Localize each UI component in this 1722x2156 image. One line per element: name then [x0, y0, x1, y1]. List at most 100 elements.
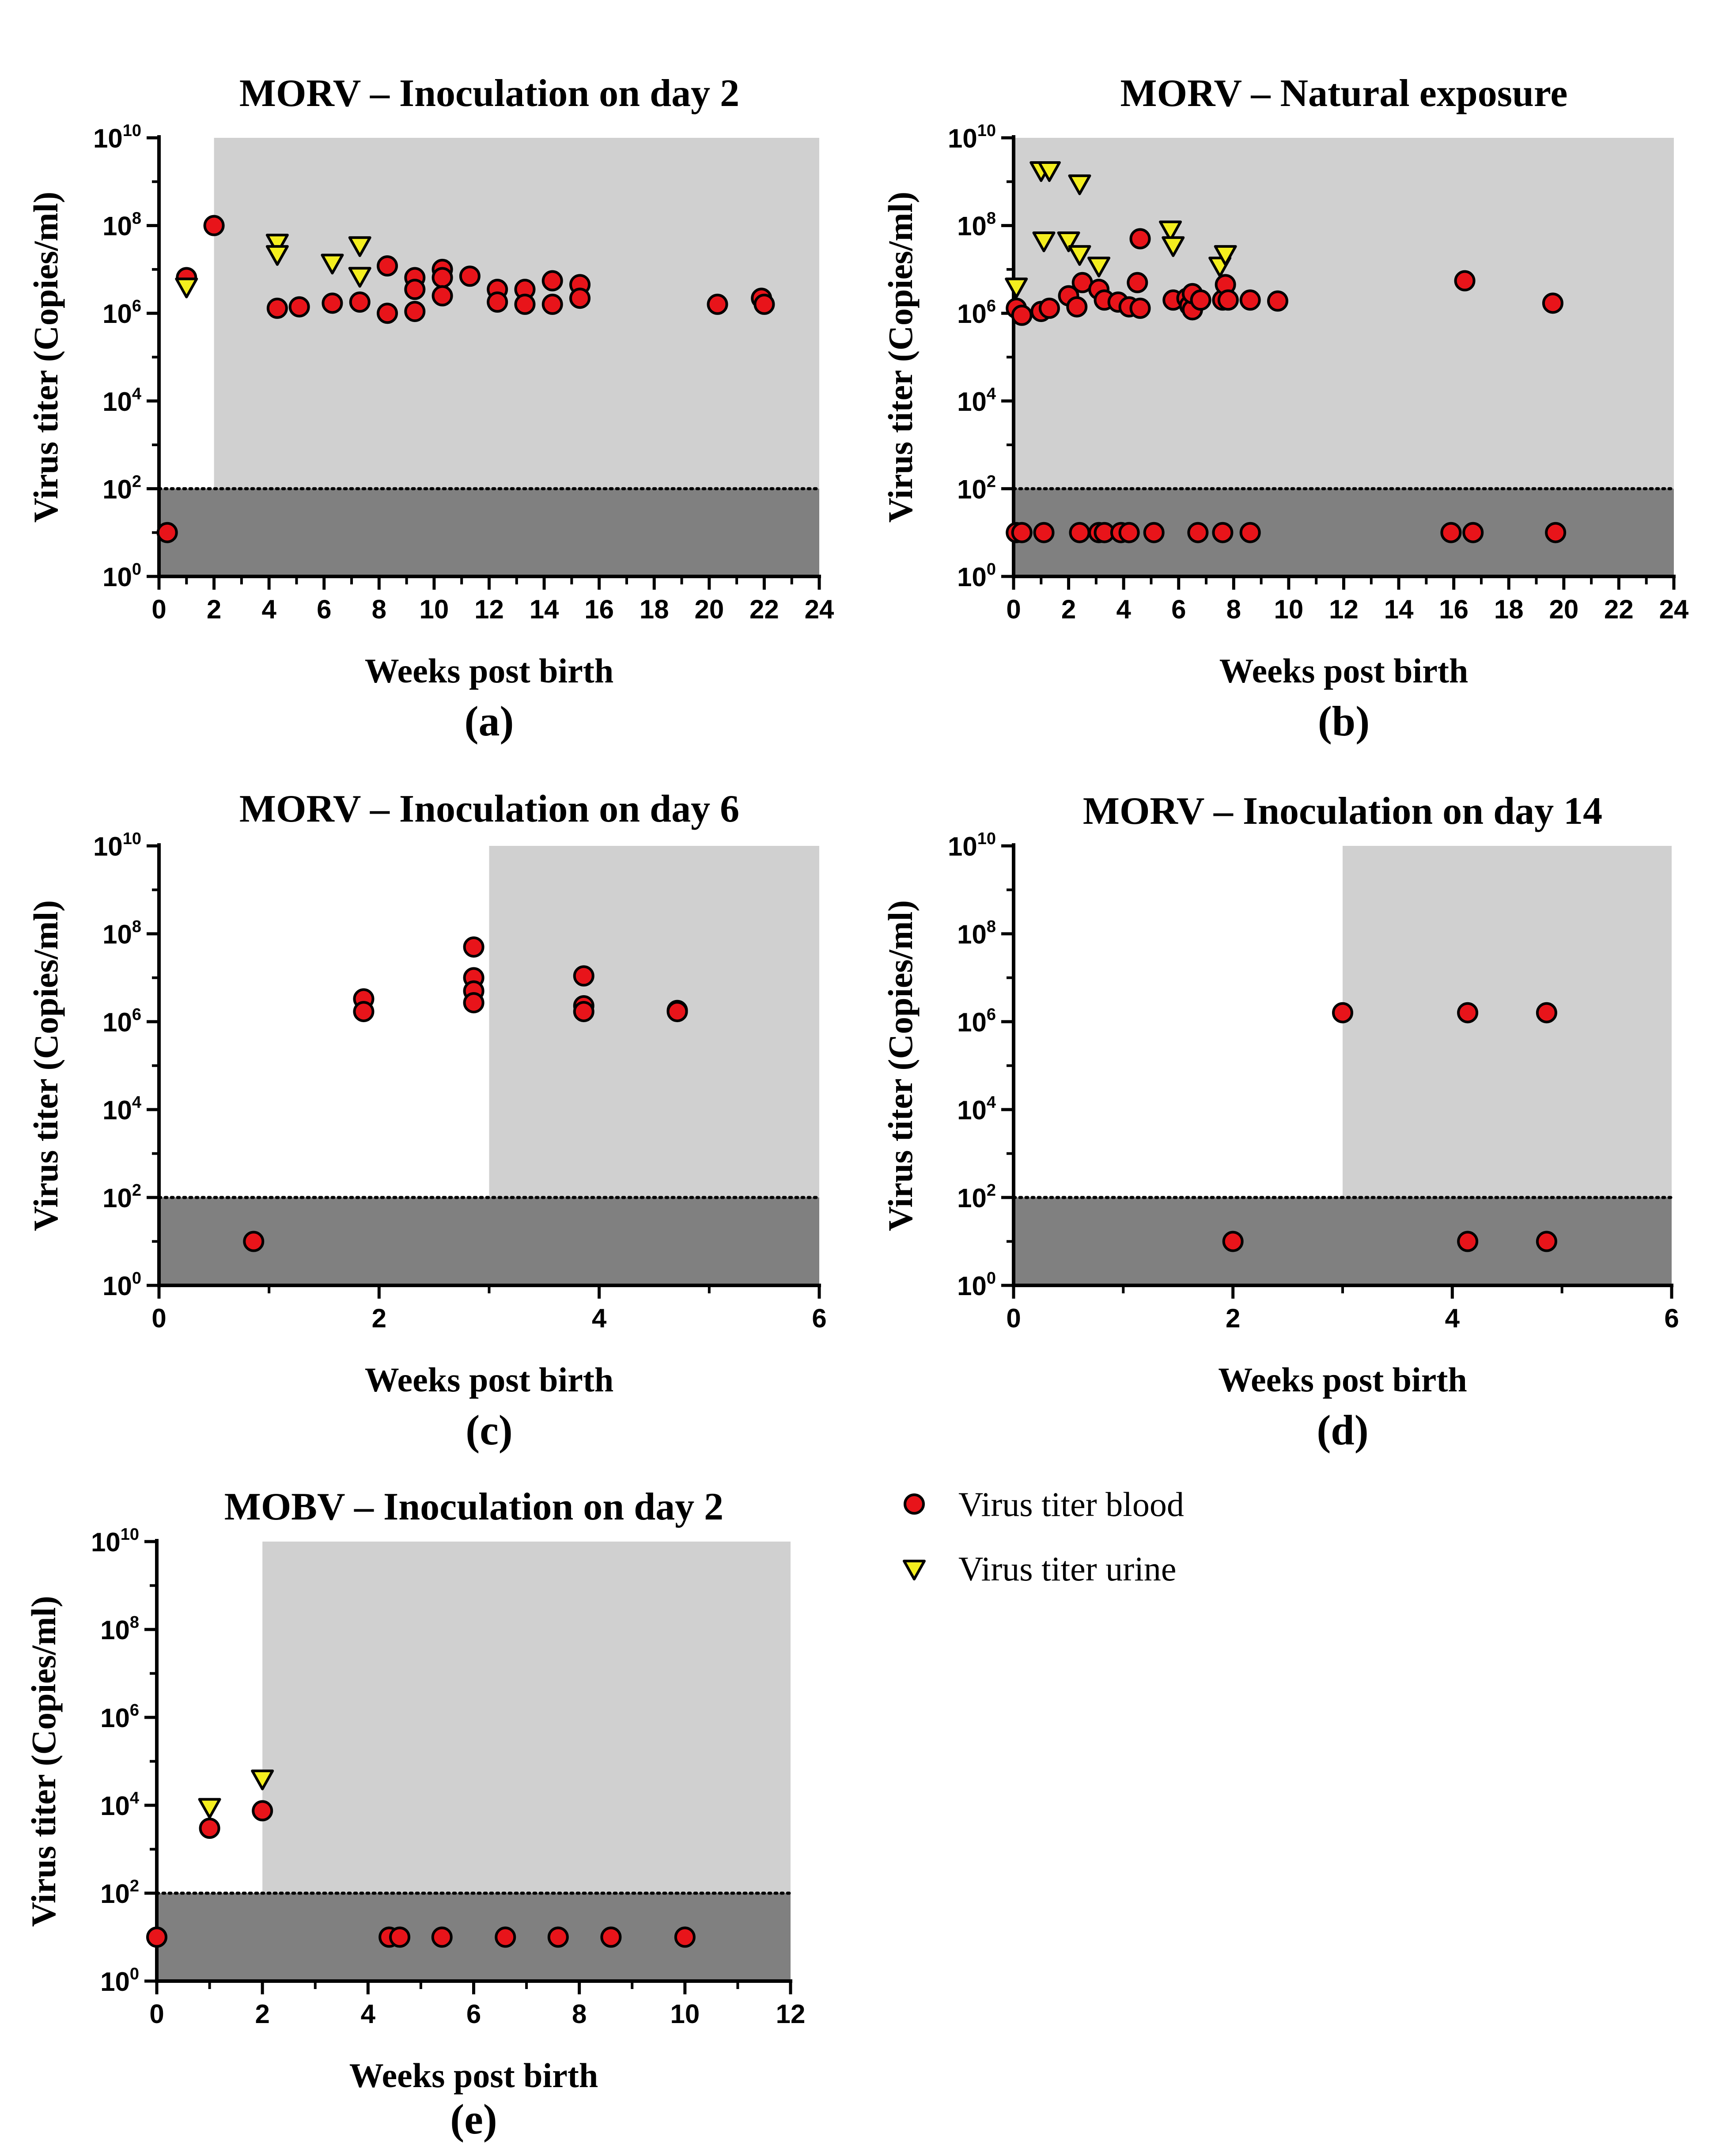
y-axis-label: Virus titer (Copies/ml)	[26, 192, 65, 523]
y-tick-label: 108	[100, 1613, 139, 1645]
blood-titer-point	[541, 270, 563, 292]
legend-blood-label: Virus titer blood	[958, 1485, 1184, 1523]
y-tick-label: 100	[102, 560, 141, 592]
x-tick-label: 18	[640, 595, 669, 624]
blood-titer-point	[1129, 228, 1151, 250]
blood-titer-point	[707, 293, 728, 315]
blood-titer-point	[1536, 1002, 1557, 1023]
blood-titer-point	[1129, 297, 1151, 319]
y-tick-label: 1010	[93, 121, 141, 153]
x-tick-label: 8	[1226, 595, 1241, 624]
blood-titer-point	[459, 265, 481, 287]
y-tick-label: 100	[957, 560, 996, 592]
legend: Virus titer blood Virus titer urine	[903, 1485, 1184, 1588]
blood-titer-point	[1217, 289, 1239, 311]
x-tick-label: 10	[670, 1999, 700, 2029]
y-tick-label: 108	[957, 209, 996, 241]
y-tick-label: 104	[957, 1093, 996, 1125]
x-tick-label: 0	[149, 1999, 164, 2029]
blood-titer-point	[1545, 522, 1567, 543]
x-tick-label: 6	[317, 595, 331, 624]
blood-titer-point	[1239, 289, 1261, 311]
chart-title: MORV – Inoculation on day 2	[239, 72, 739, 115]
urine-titer-point	[175, 277, 198, 299]
blood-titer-point	[1118, 522, 1140, 543]
urine-titer-point	[1159, 220, 1182, 242]
blood-titer-point	[377, 303, 398, 324]
y-tick-label: 106	[957, 297, 996, 329]
x-tick-label: 14	[1384, 595, 1414, 624]
x-tick-label: 12	[776, 1999, 806, 2029]
blood-titer-point	[1143, 522, 1165, 543]
blood-titer-point	[573, 1001, 594, 1023]
legend-urine-label: Virus titer urine	[958, 1550, 1177, 1588]
blood-titer-point	[666, 1001, 688, 1023]
y-tick-label: 102	[957, 1181, 996, 1213]
y-tick-label: 104	[100, 1789, 139, 1821]
blood-titer-point	[353, 1001, 375, 1023]
urine-titer-point	[1037, 161, 1061, 182]
below-detection-shading	[159, 489, 819, 576]
y-tick-label: 108	[102, 917, 141, 949]
y-tick-label: 1010	[93, 830, 141, 861]
blood-titer-point	[288, 296, 310, 318]
blood-titer-point	[1033, 522, 1055, 543]
blood-titer-point	[252, 1800, 273, 1822]
blood-titer-point	[203, 215, 225, 236]
blood-titer-point	[431, 285, 453, 307]
x-tick-label: 8	[572, 1999, 587, 2029]
chart-panel: 0 2 4 6 8 10 12 14 16 18 20 22 241001021041061081010…	[26, 72, 834, 745]
x-tick-label: 22	[749, 595, 779, 624]
blood-titer-point	[1127, 272, 1148, 293]
x-tick-label: 0	[1006, 595, 1021, 624]
blood-titer-point	[1066, 296, 1088, 318]
x-tick-label: 4	[361, 1999, 376, 2029]
x-tick-label: 14	[530, 595, 559, 624]
x-tick-label: 0	[151, 1303, 166, 1333]
x-tick-label: 18	[1494, 595, 1524, 624]
chart-panel: 0 2 4 6 100 102 104 106 108 1010 MORV – Inoculatio…	[881, 790, 1679, 1454]
blood-titer-point	[569, 288, 591, 309]
y-tick-label: 106	[102, 1005, 141, 1037]
blood-titer-point	[349, 291, 371, 313]
y-axis-label: Virus titer (Copies/ml)	[24, 1596, 63, 1927]
x-tick-label: 12	[1329, 595, 1359, 624]
panel-letter: (a)	[465, 697, 514, 745]
blood-titer-point	[674, 1926, 696, 1948]
blood-titer-point	[404, 279, 426, 300]
x-tick-label: 0	[1006, 1303, 1021, 1333]
panel-letter: (d)	[1317, 1406, 1368, 1454]
x-tick-label: 24	[805, 595, 834, 624]
blood-titer-point	[1536, 1231, 1557, 1252]
chart-title: MOBV – Inoculation on day 2	[224, 1485, 723, 1528]
blood-titer-point	[1239, 522, 1261, 543]
blood-titer-point	[463, 992, 484, 1014]
x-tick-label: 16	[584, 595, 614, 624]
chart-title: MORV – Inoculation on day 6	[239, 788, 739, 830]
x-tick-label: 4	[1445, 1303, 1460, 1333]
x-tick-label: 4	[592, 1303, 607, 1333]
panels: 0 2 4 6 8 10 12 14 16 18 20 22 241001021041061081010…	[24, 72, 1689, 2143]
urine-titer-point	[251, 1770, 274, 1791]
y-tick-label: 100	[102, 1269, 141, 1301]
y-tick-label: 1010	[91, 1525, 139, 1557]
blood-titer-point	[404, 301, 426, 322]
blood-titer-point	[1011, 522, 1033, 543]
x-tick-label: 10	[1274, 595, 1304, 624]
x-tick-label: 4	[1116, 595, 1131, 624]
blood-titer-point	[1190, 289, 1211, 311]
below-detection-shading	[1014, 1197, 1672, 1285]
blood-titer-point	[377, 255, 398, 277]
urine-titer-point	[1057, 231, 1080, 253]
x-tick-label: 12	[474, 595, 504, 624]
urine-titer-point	[1214, 245, 1237, 266]
blood-titer-point	[600, 1926, 622, 1948]
y-tick-label: 104	[102, 385, 141, 417]
blood-titer-point	[1212, 522, 1234, 543]
x-tick-label: 2	[372, 1303, 386, 1333]
chart-panel: 0 2 4 6 8 10 12 14 16 18 20 22 241001021041061081010…	[881, 72, 1689, 745]
blood-titer-point	[199, 1818, 220, 1839]
x-tick-label: 0	[151, 595, 166, 624]
x-tick-label: 8	[372, 595, 386, 624]
